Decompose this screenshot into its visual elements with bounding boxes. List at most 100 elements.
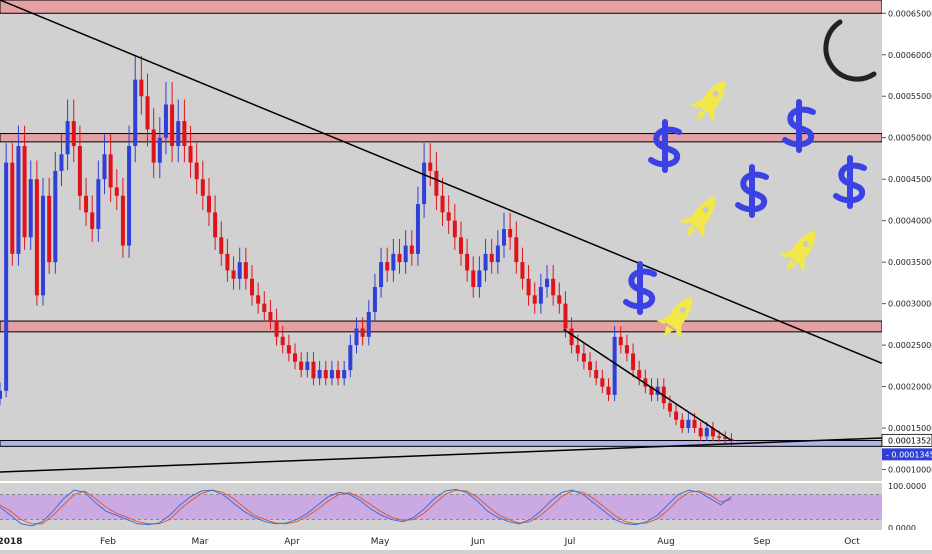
rocket-flame [686,225,697,238]
last-price-tag [881,433,932,447]
candle-body [483,253,488,271]
dollar-sign-icon [623,261,657,315]
candle-body [674,411,679,420]
candle-body [28,179,33,238]
candle-body [219,237,224,254]
second-price-tag [882,448,932,461]
candle-body [286,345,291,354]
rocket-icon [679,196,716,239]
rocket-flame [663,325,674,338]
candle-body [65,121,70,155]
candle-body [305,361,310,371]
candle-body [323,370,328,379]
dollar-sign-icon [648,119,682,173]
candle-body [538,287,543,304]
candle-body [710,428,715,437]
last-price-label: 0.00013521 [888,436,932,445]
candle-body [96,179,101,229]
candle-body [631,353,636,371]
candle-body [545,278,550,288]
candle-body [575,345,580,354]
candle-body [409,245,414,254]
candle-body [477,270,482,288]
candle-body [145,96,150,130]
rocket-icon [656,296,693,339]
candle-body [59,154,64,171]
candle-body [452,220,457,238]
rocket-fins [779,249,805,273]
decorative-icons [623,19,877,339]
candle-body [508,228,513,238]
candle-body [293,353,298,362]
zone-1 [0,0,883,14]
oscillator-tick-label: 100.0000 [888,482,926,491]
rocket-fins [679,215,705,239]
candle-body [581,353,586,362]
zone-3 [0,320,883,333]
rocket-body [665,296,693,331]
price-tick-label: 0.00040000 [888,217,932,226]
candle-body [655,386,660,395]
rocket-icon [689,80,726,123]
candle-body [243,262,248,279]
candle-body [502,228,506,246]
candle-body [551,278,556,296]
price-tick-label: 0.00030000 [888,300,932,309]
time-axis-panel[interactable] [0,530,932,550]
candle-body [133,79,138,147]
candle-body [108,154,113,188]
candle-body [686,419,691,429]
rocket-window [712,90,719,97]
price-tags: 0.00013521 - 0.00013451 [881,433,932,461]
candle-body [600,378,605,387]
candle-body [514,237,519,263]
candle-body [379,262,384,288]
price-tick-label: 0.00045000 [888,175,932,184]
candle-body [200,179,205,196]
rocket-window [702,206,709,213]
candle-body [268,311,273,321]
rocket-body [788,230,816,265]
candle-body [471,270,476,288]
plot-background [0,0,882,530]
candle-body [723,437,728,439]
price-tick-label: 0.00050000 [888,134,932,143]
oscillator-k-line [0,488,732,527]
candle-body [16,146,21,254]
candle-body [667,403,672,412]
candle-body [366,311,371,337]
candle-body [206,195,211,213]
candle-body [563,303,568,329]
crescent-moon-shape [823,19,877,82]
candle-body [618,336,623,346]
candle-body [250,278,254,296]
candle-body [403,245,408,263]
candle-body [526,278,531,296]
oscillator-tick-label: 0.0000 [888,524,916,533]
candle-body [397,253,402,263]
candle-body [434,170,439,196]
candle-body [225,253,230,271]
candle-body [680,419,685,429]
price-tick-label: 0.00010000 [888,466,932,475]
time-tick-label: Mar [192,537,209,547]
candle-body [41,195,46,296]
time-tick-label: 2018 [0,537,23,547]
time-tick-label: Jul [564,537,576,547]
second-price-label: - 0.00013451 [886,450,932,459]
time-tick-label: Oct [844,537,860,547]
candle-body [4,162,9,391]
candle-body [557,295,562,304]
candle-body [520,262,525,279]
time-tick-label: Jun [470,537,485,547]
candle-body [422,162,427,205]
rocket-body [688,196,716,231]
price-axis-ticks: 0.00010000 0.00015000 0.00020000 0.00025000… [882,9,932,475]
rocket-fins [689,99,715,123]
price-tick-label: 0.00025000 [888,341,932,350]
candle-body [280,336,285,346]
candle-body [176,121,181,147]
time-tick-label: Sep [754,537,771,547]
candle-body [120,195,125,246]
